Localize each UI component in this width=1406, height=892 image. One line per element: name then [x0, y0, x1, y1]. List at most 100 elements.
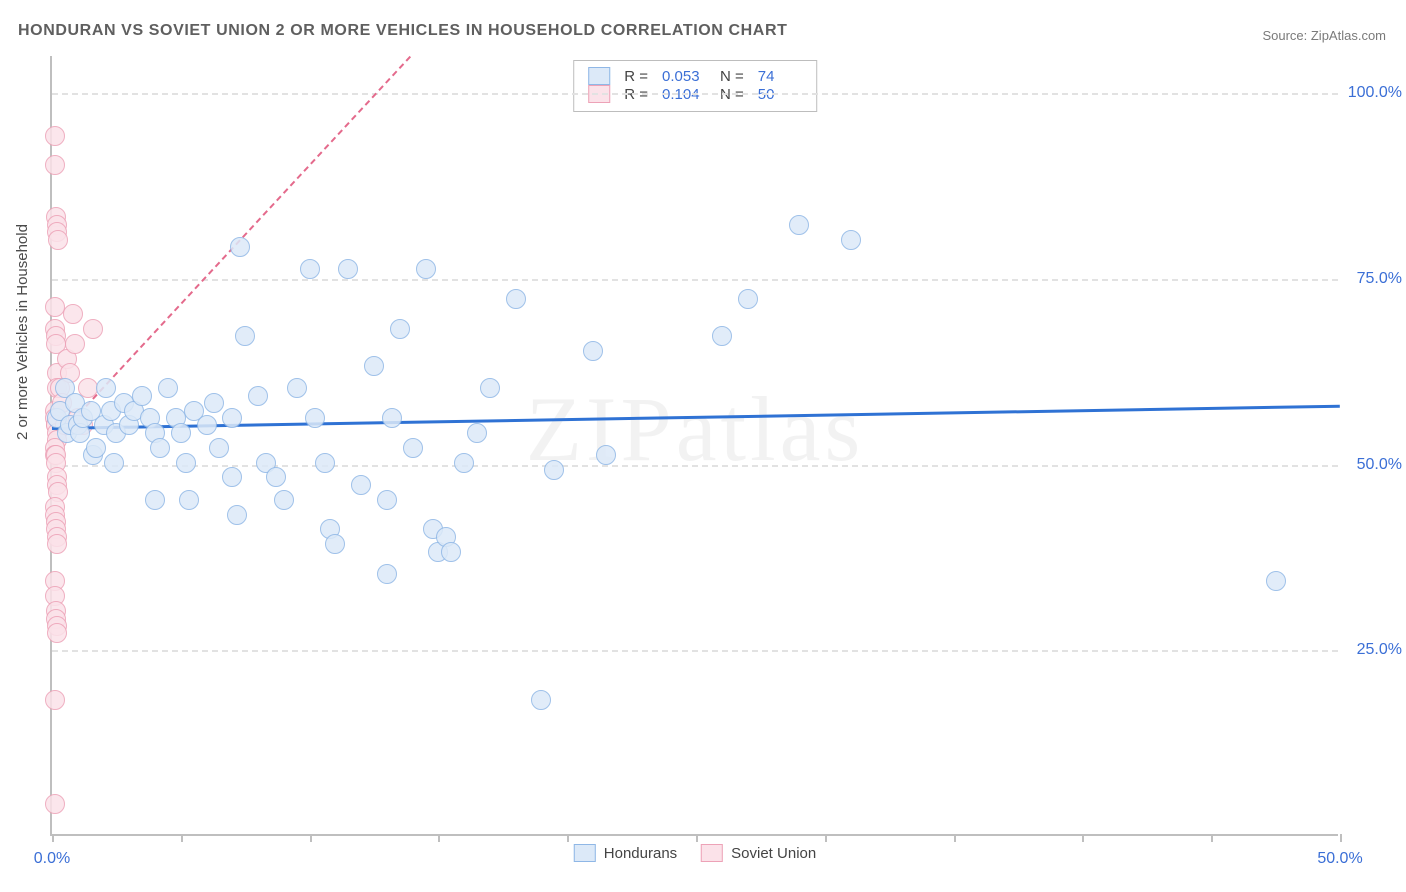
data-point: [235, 326, 255, 346]
data-point: [176, 453, 196, 473]
data-point: [305, 408, 325, 428]
data-point: [506, 289, 526, 309]
x-tick: [1082, 834, 1084, 842]
data-point: [132, 386, 152, 406]
legend-item-hondurans: Hondurans: [574, 844, 677, 862]
data-point: [544, 460, 564, 480]
data-point: [222, 408, 242, 428]
data-point: [83, 319, 103, 339]
data-point: [230, 237, 250, 257]
chart-plot-area: ZIPatlas R = 0.053 N = 74 R = 0.104 N = …: [50, 56, 1338, 836]
data-point: [96, 378, 116, 398]
data-point: [287, 378, 307, 398]
data-point: [145, 490, 165, 510]
data-point: [47, 623, 67, 643]
data-point: [209, 438, 229, 458]
data-point: [712, 326, 732, 346]
data-point: [480, 378, 500, 398]
stats-row-hondurans: R = 0.053 N = 74: [588, 67, 802, 85]
y-tick-label: 75.0%: [1357, 270, 1402, 288]
data-point: [197, 415, 217, 435]
x-tick: [181, 834, 183, 842]
data-point: [377, 490, 397, 510]
trend-line: [52, 405, 1340, 430]
data-point: [45, 126, 65, 146]
x-tick: [52, 834, 54, 842]
data-point: [441, 542, 461, 562]
y-tick-label: 50.0%: [1357, 456, 1402, 474]
data-point: [45, 155, 65, 175]
source-attribution: Source: ZipAtlas.com: [1262, 28, 1386, 43]
data-point: [338, 259, 358, 279]
data-point: [390, 319, 410, 339]
data-point: [158, 378, 178, 398]
data-point: [416, 259, 436, 279]
data-point: [204, 393, 224, 413]
data-point: [227, 505, 247, 525]
legend-label: Hondurans: [604, 845, 677, 862]
data-point: [382, 408, 402, 428]
data-point: [315, 453, 335, 473]
data-point: [531, 690, 551, 710]
x-tick: [567, 834, 569, 842]
data-point: [789, 215, 809, 235]
data-point: [454, 453, 474, 473]
data-point: [596, 445, 616, 465]
data-point: [364, 356, 384, 376]
data-point: [1266, 571, 1286, 591]
r-value: 0.053: [662, 68, 706, 85]
gridline: [52, 650, 1338, 652]
data-point: [104, 453, 124, 473]
data-point: [171, 423, 191, 443]
data-point: [325, 534, 345, 554]
data-point: [300, 259, 320, 279]
data-point: [738, 289, 758, 309]
data-point: [47, 534, 67, 554]
data-point: [377, 564, 397, 584]
data-point: [274, 490, 294, 510]
x-tick-label: 0.0%: [34, 850, 70, 868]
x-tick-label: 50.0%: [1317, 850, 1362, 868]
data-point: [45, 690, 65, 710]
legend-label: Soviet Union: [731, 845, 816, 862]
data-point: [841, 230, 861, 250]
swatch-hondurans: [574, 844, 596, 862]
y-tick-label: 25.0%: [1357, 641, 1402, 659]
data-point: [351, 475, 371, 495]
x-tick: [696, 834, 698, 842]
data-point: [467, 423, 487, 443]
x-tick: [1340, 834, 1342, 842]
y-axis-label: 2 or more Vehicles in Household: [14, 224, 31, 440]
data-point: [248, 386, 268, 406]
x-tick: [825, 834, 827, 842]
data-point: [403, 438, 423, 458]
x-tick: [438, 834, 440, 842]
y-tick-label: 100.0%: [1348, 84, 1402, 102]
data-point: [45, 297, 65, 317]
data-point: [222, 467, 242, 487]
legend-item-soviet: Soviet Union: [701, 844, 816, 862]
data-point: [150, 438, 170, 458]
chart-title: HONDURAN VS SOVIET UNION 2 OR MORE VEHIC…: [18, 22, 787, 40]
series-legend: Hondurans Soviet Union: [574, 844, 816, 862]
x-tick: [310, 834, 312, 842]
data-point: [179, 490, 199, 510]
data-point: [266, 467, 286, 487]
data-point: [86, 438, 106, 458]
n-label: N =: [720, 68, 744, 85]
data-point: [48, 230, 68, 250]
gridline: [52, 93, 1338, 95]
swatch-hondurans: [588, 67, 610, 85]
data-point: [45, 794, 65, 814]
swatch-soviet: [701, 844, 723, 862]
x-tick: [1211, 834, 1213, 842]
gridline: [52, 465, 1338, 467]
data-point: [65, 334, 85, 354]
data-point: [583, 341, 603, 361]
x-tick: [954, 834, 956, 842]
data-point: [63, 304, 83, 324]
gridline: [52, 279, 1338, 281]
correlation-stats-legend: R = 0.053 N = 74 R = 0.104 N = 50: [573, 60, 817, 112]
r-label: R =: [624, 68, 648, 85]
n-value: 74: [758, 68, 802, 85]
